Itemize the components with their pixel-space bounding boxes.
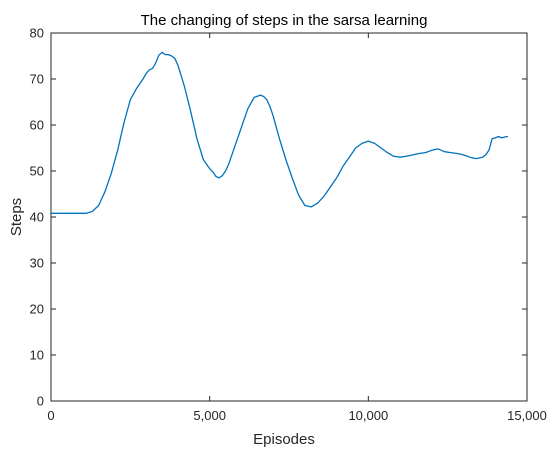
y-tick-label: 30 <box>30 256 44 271</box>
x-tick-label: 5,000 <box>193 408 226 423</box>
plot-area <box>50 32 528 402</box>
x-axis-label: Episodes <box>253 431 315 448</box>
axis-ticks: 0 5,000 10,000 15,000 0 10 20 30 40 50 60 70 80 <box>30 26 547 424</box>
data-line-series-1 <box>51 51 509 214</box>
y-tick-label: 10 <box>30 348 44 363</box>
y-tick-label: 0 <box>37 394 44 409</box>
y-tick-label: 70 <box>30 72 44 87</box>
y-tick-label: 40 <box>30 210 44 225</box>
x-tick-label: 15,000 <box>507 408 547 423</box>
y-tick-label: 60 <box>30 118 44 133</box>
y-tick-label: 50 <box>30 164 44 179</box>
y-tick-label: 80 <box>30 26 44 41</box>
y-axis-label: Steps <box>8 198 25 236</box>
axes-box <box>50 32 528 402</box>
x-tick-label: 10,000 <box>348 408 388 423</box>
chart-title: The changing of steps in the sarsa learn… <box>141 12 428 29</box>
x-tick-label: 0 <box>47 408 54 423</box>
y-tick-label: 20 <box>30 302 44 317</box>
